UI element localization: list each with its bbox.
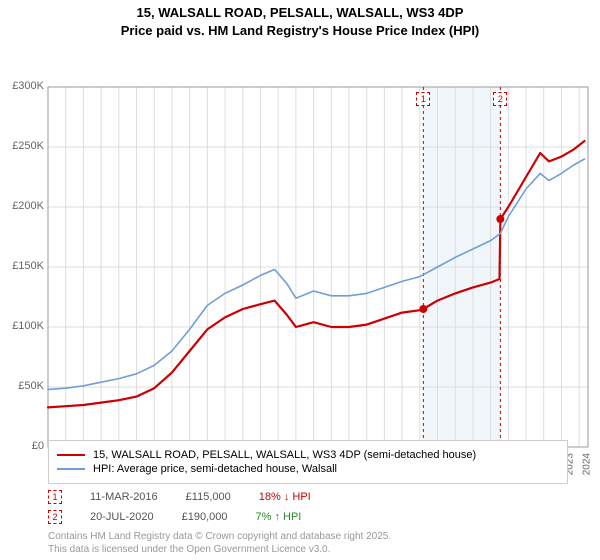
transaction-marker: 1 [48,490,62,504]
legend-swatch [57,468,85,470]
y-tick-label: £0 [2,440,44,452]
title-line-1: 15, WALSALL ROAD, PELSALL, WALSALL, WS3 … [0,4,600,22]
y-tick-label: £300K [2,80,44,92]
footer-line-2: This data is licensed under the Open Gov… [48,543,391,556]
transaction-date: 20-JUL-2020 [90,511,154,523]
legend: 15, WALSALL ROAD, PELSALL, WALSALL, WS3 … [48,440,568,484]
chart-area: £0£50K£100K£150K£200K£250K£300K199519961… [0,39,600,439]
transaction-delta: 7% ↑ HPI [255,511,301,523]
transaction-price: £115,000 [186,491,231,503]
y-tick-label: £100K [2,320,44,332]
y-tick-label: £200K [2,200,44,212]
legend-swatch [57,454,85,456]
legend-item-price-paid: 15, WALSALL ROAD, PELSALL, WALSALL, WS3 … [57,449,559,461]
transaction-date: 11-MAR-2016 [90,491,158,503]
footer-line-1: Contains HM Land Registry data © Crown c… [48,530,391,543]
legend-label: HPI: Average price, semi-detached house,… [93,463,337,475]
y-tick-label: £50K [2,380,44,392]
reference-marker: 2 [493,92,507,106]
chart-title: 15, WALSALL ROAD, PELSALL, WALSALL, WS3 … [0,0,600,39]
legend-label: 15, WALSALL ROAD, PELSALL, WALSALL, WS3 … [93,449,476,461]
legend-item-hpi: HPI: Average price, semi-detached house,… [57,463,559,475]
title-line-2: Price paid vs. HM Land Registry's House … [0,22,600,40]
transaction-row: 1 11-MAR-2016 £115,000 18% ↓ HPI [48,490,568,504]
reference-marker: 1 [416,92,430,106]
transaction-marker: 2 [48,510,62,524]
y-tick-label: £150K [2,260,44,272]
plot-svg [0,39,600,459]
transaction-delta: 18% ↓ HPI [259,491,311,503]
transaction-price: £190,000 [182,511,228,523]
x-tick-label: 2024 [582,453,593,475]
y-tick-label: £250K [2,140,44,152]
footer-attribution: Contains HM Land Registry data © Crown c… [48,530,391,556]
transaction-row: 2 20-JUL-2020 £190,000 7% ↑ HPI [48,510,568,524]
